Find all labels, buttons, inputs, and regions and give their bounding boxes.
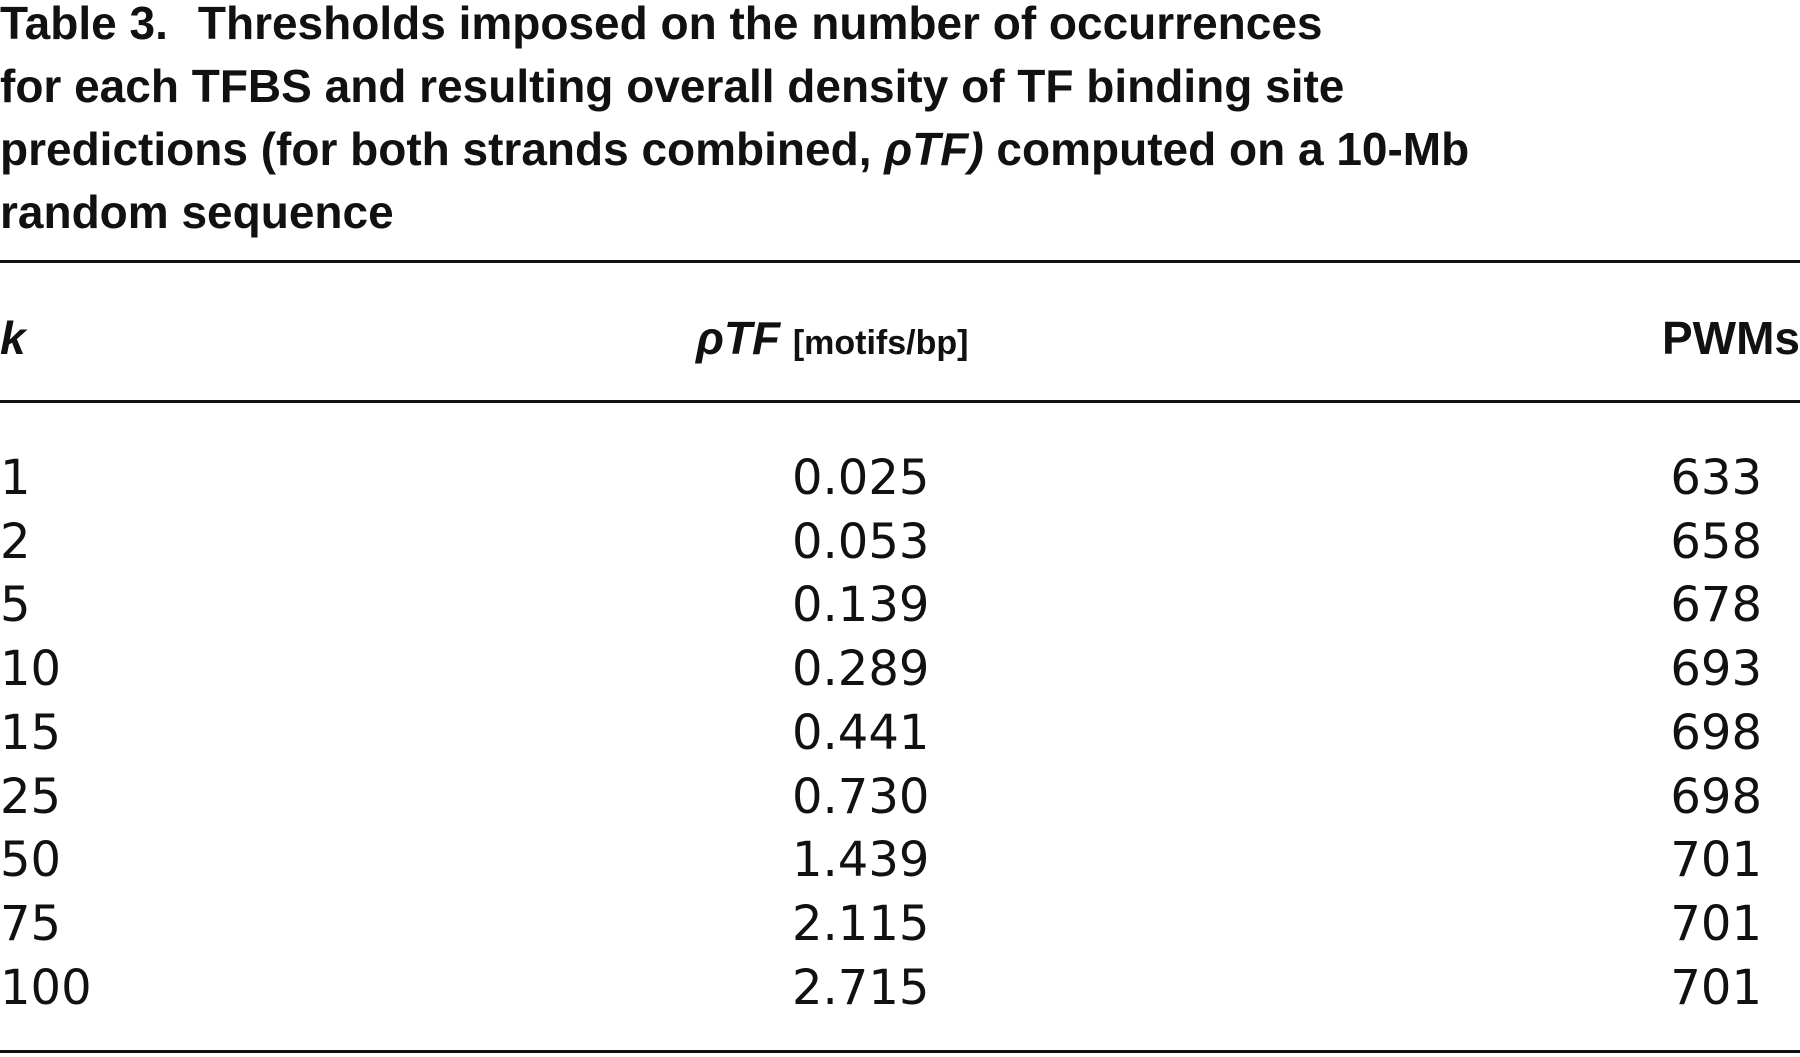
cell-k: 15 — [0, 704, 62, 761]
density-unit: [motifs/bp] — [792, 324, 969, 362]
cell-pwms: 633 — [1670, 450, 1762, 506]
cell-pwms: 698 — [1670, 704, 1762, 761]
cell-pwms: 658 — [1670, 513, 1762, 570]
cell-k: 5 — [0, 577, 31, 634]
density-symbol: ρTF — [696, 312, 781, 364]
cell-pwms: 701 — [1670, 959, 1762, 1016]
caption-text: computed on a 10-Mb — [983, 123, 1470, 175]
caption-text: ρTF) — [884, 123, 984, 175]
cell-k: 2 — [0, 513, 31, 570]
cell-density: 0.441 — [792, 704, 930, 761]
cell-k: 50 — [0, 832, 62, 889]
header-pwms: PWMs — [1662, 312, 1800, 364]
caption-text: random sequence — [0, 186, 394, 238]
table-label: Table 3. — [0, 0, 168, 49]
cell-density: 0.730 — [792, 768, 930, 825]
caption-line: predictions (for both strands combined, … — [0, 118, 1469, 181]
top-rule — [0, 260, 1800, 263]
cell-pwms: 698 — [1670, 768, 1762, 825]
caption-text: predictions (for both strands combined, — [0, 123, 885, 175]
cell-density: 0.289 — [792, 641, 930, 698]
cell-density: 2.715 — [792, 959, 930, 1016]
caption-text: for each TFBS and resulting overall dens… — [0, 60, 1345, 112]
cell-density: 0.025 — [792, 450, 930, 506]
caption-line: Table 3. Thresholds imposed on the number… — [0, 0, 1323, 55]
cell-density: 2.115 — [792, 895, 930, 952]
cell-pwms: 701 — [1670, 832, 1762, 889]
cell-pwms: 701 — [1670, 895, 1762, 952]
caption-line: for each TFBS and resulting overall dens… — [0, 55, 1344, 118]
cell-k: 1 — [0, 450, 31, 506]
cell-pwms: 678 — [1670, 577, 1762, 634]
cell-k: 100 — [0, 959, 92, 1016]
cell-k: 10 — [0, 641, 62, 698]
cell-density: 0.053 — [792, 513, 930, 570]
cell-density: 1.439 — [792, 832, 930, 889]
bottom-rule — [0, 1050, 1800, 1053]
cell-density: 0.139 — [792, 577, 930, 634]
header-density: ρTF [motifs/bp] — [696, 308, 968, 373]
cell-k: 25 — [0, 768, 62, 825]
header-rule — [0, 400, 1800, 403]
caption-line: random sequence — [0, 181, 394, 244]
cell-k: 75 — [0, 895, 62, 952]
header-k: k — [0, 312, 26, 364]
cell-pwms: 693 — [1670, 641, 1762, 698]
caption-text: Thresholds imposed on the number of occu… — [197, 0, 1323, 49]
